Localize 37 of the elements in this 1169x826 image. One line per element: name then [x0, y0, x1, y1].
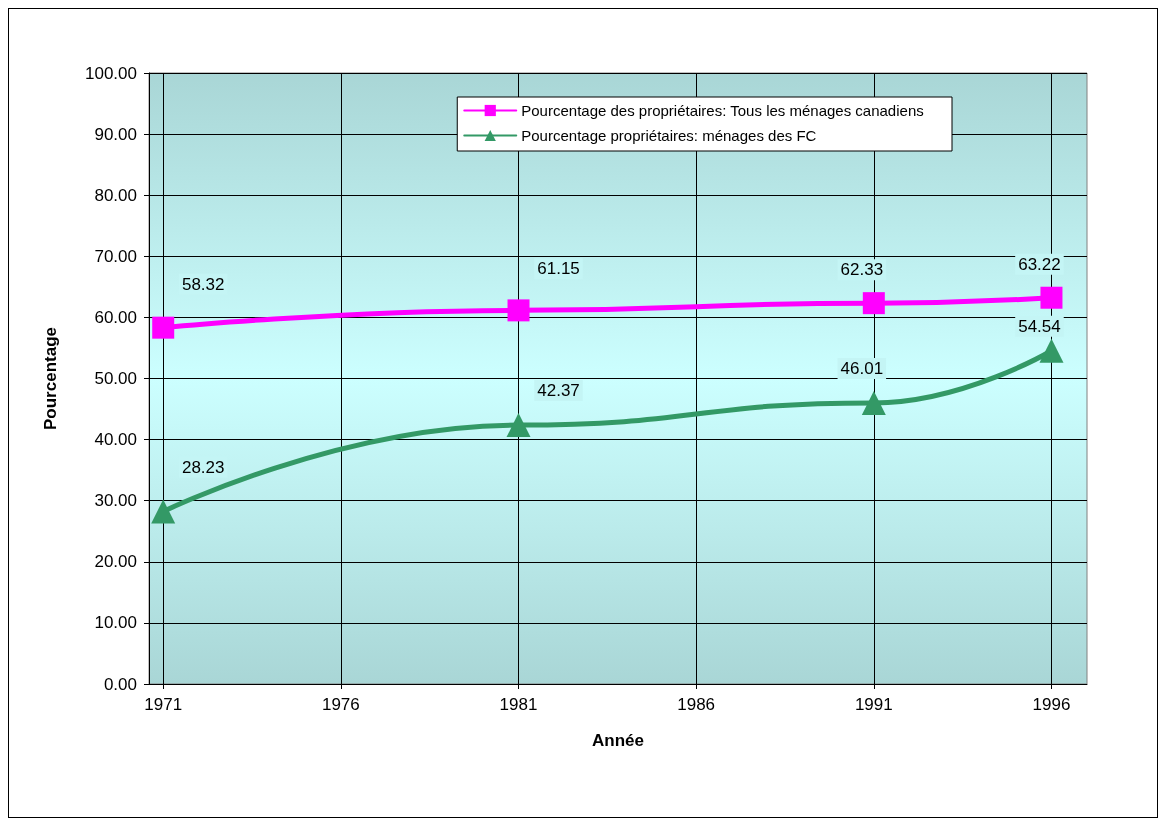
x-tick-label: 1991 — [854, 695, 893, 714]
x-axis-title: Année — [592, 731, 644, 750]
data-label: 42.37 — [537, 381, 580, 401]
point — [861, 390, 886, 415]
data-label: 62.33 — [840, 260, 884, 280]
point — [1040, 286, 1063, 309]
y-tick-label: 0.00 — [103, 674, 137, 694]
point — [151, 499, 176, 524]
x-tick-label: 1986 — [677, 695, 716, 714]
y-tick-label: 60.00 — [94, 307, 137, 327]
data-label: 63.22 — [1018, 254, 1061, 274]
y-tick-label: 40.00 — [94, 430, 137, 450]
y-tick-label: 20.00 — [94, 552, 137, 572]
data-label: 46.01 — [840, 358, 884, 378]
point — [1039, 338, 1064, 363]
point — [507, 299, 530, 322]
y-tick-label: 10.00 — [94, 613, 137, 633]
point — [506, 413, 531, 438]
point — [152, 316, 175, 339]
y-tick-label: 100.00 — [85, 63, 137, 83]
x-tick-label: 1996 — [1032, 695, 1071, 714]
legend-label: Pourcentage des propriétaires: Tous les ménages canadiens — [521, 102, 924, 119]
y-tick-label: 70.00 — [94, 246, 137, 266]
y-tick-label: 80.00 — [94, 185, 137, 205]
legend-label: Pourcentage propriétaires: ménages des FC — [521, 127, 817, 144]
point — [862, 292, 885, 315]
data-label: 61.15 — [537, 259, 580, 279]
data-label: 28.23 — [181, 457, 225, 477]
x-tick-label: 1976 — [321, 695, 360, 714]
x-tick-label: 1971 — [144, 695, 183, 714]
y-tick-label: 30.00 — [94, 491, 137, 511]
x-tick-label: 1981 — [499, 695, 538, 714]
data-label: 58.32 — [181, 274, 225, 294]
y-axis-title: Pourcentage — [41, 327, 60, 430]
data-label: 54.54 — [1018, 316, 1061, 336]
y-tick-label: 50.00 — [94, 369, 137, 388]
y-tick-label: 90.00 — [94, 124, 137, 144]
